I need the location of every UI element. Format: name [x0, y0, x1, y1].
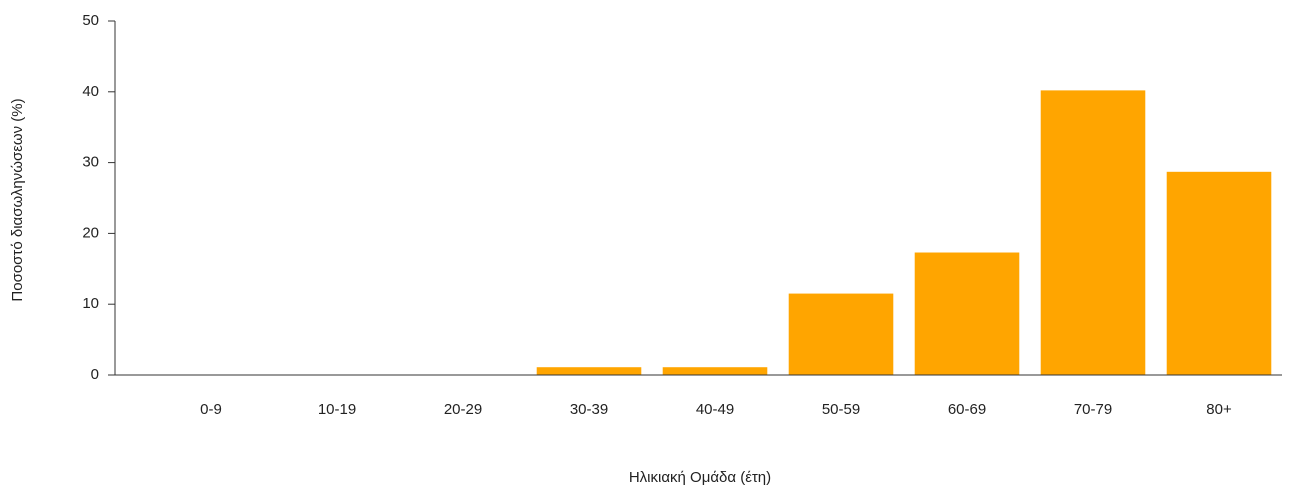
y-axis-title: Ποσοστό διασωληνώσεων (%): [9, 98, 26, 301]
x-tick-label: 80+: [1206, 401, 1232, 418]
bar: [536, 367, 642, 375]
bar: [788, 293, 894, 375]
bar: [662, 367, 768, 375]
x-tick-label: 70-79: [1074, 401, 1112, 418]
y-tick-label: 30: [82, 154, 99, 171]
bar: [1040, 90, 1146, 375]
y-tick-label: 40: [82, 83, 99, 100]
x-tick-label: 60-69: [948, 401, 986, 418]
x-tick-label: 50-59: [822, 401, 860, 418]
bar: [1166, 171, 1272, 375]
x-tick-label: 40-49: [696, 401, 734, 418]
y-tick-label: 0: [91, 366, 99, 383]
y-tick-label: 50: [82, 12, 99, 29]
x-tick-label: 20-29: [444, 401, 482, 418]
y-tick-label: 20: [82, 224, 99, 241]
x-tick-label: 10-19: [318, 401, 356, 418]
bar: [914, 252, 1020, 375]
x-axis-title: Ηλικιακή Ομάδα (έτη): [629, 469, 771, 486]
x-tick-label: 30-39: [570, 401, 608, 418]
y-tick-label: 10: [82, 295, 99, 312]
x-tick-label: 0-9: [200, 401, 222, 418]
